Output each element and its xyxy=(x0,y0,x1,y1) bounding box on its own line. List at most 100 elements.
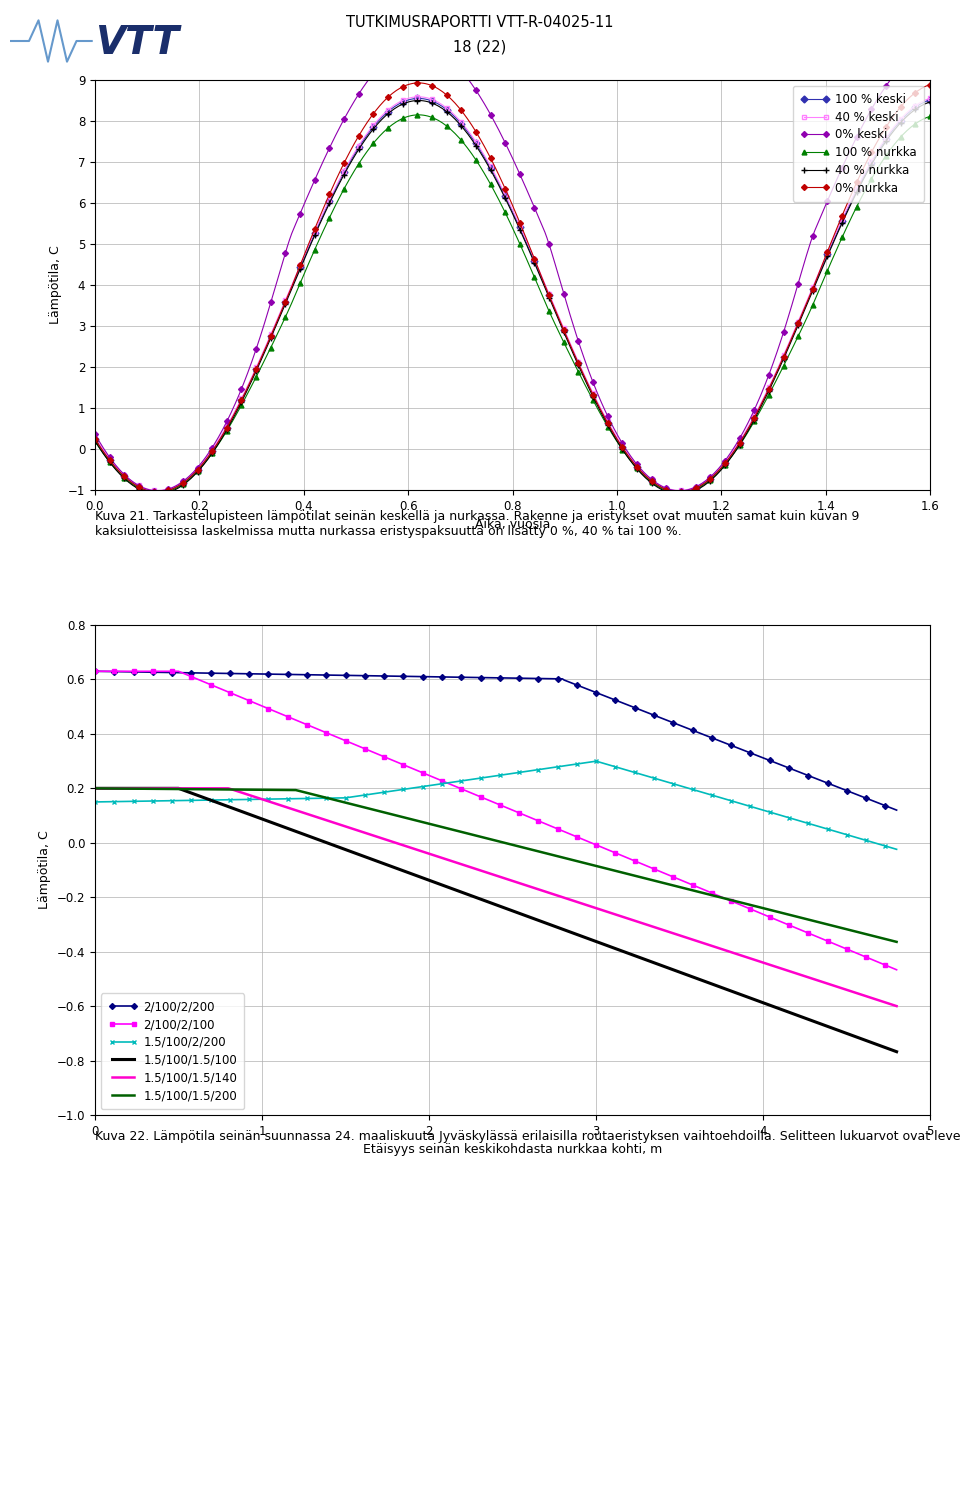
2/100/2/200 xyxy=(891,801,902,819)
40 % nurkka xyxy=(700,475,711,493)
100 % keski xyxy=(700,472,711,490)
1.5/100/1.5/140 xyxy=(470,860,482,878)
X-axis label: Etäisyys seinän keskikohdasta nurkkaa kohti, m: Etäisyys seinän keskikohdasta nurkkaa ko… xyxy=(363,1144,662,1156)
0% keski xyxy=(192,459,204,477)
100 % keski xyxy=(696,475,708,493)
2/100/2/200 xyxy=(746,745,757,762)
2/100/2/200 xyxy=(470,668,482,686)
100 % nurkka xyxy=(424,108,436,126)
2/100/2/100 xyxy=(523,807,535,825)
2/100/2/200 xyxy=(89,662,101,680)
Y-axis label: Lämpötila, C: Lämpötila, C xyxy=(38,831,51,909)
Line: 0% keski: 0% keski xyxy=(93,43,932,493)
Line: 1.5/100/2/200: 1.5/100/2/200 xyxy=(93,759,899,851)
2/100/2/200 xyxy=(872,794,883,812)
100 % nurkka xyxy=(152,484,163,502)
100 % nurkka xyxy=(618,444,630,462)
2/100/2/100 xyxy=(891,961,902,979)
100 % nurkka xyxy=(414,106,425,124)
Line: 2/100/2/200: 2/100/2/200 xyxy=(93,670,899,812)
40 % nurkka xyxy=(192,463,204,481)
1.5/100/1.5/100 xyxy=(872,1036,883,1054)
1.5/100/1.5/100 xyxy=(746,990,757,1008)
1.5/100/1.5/200 xyxy=(566,851,578,869)
40 % keski xyxy=(696,474,708,492)
1.5/100/1.5/100 xyxy=(475,890,487,907)
1.5/100/2/200 xyxy=(566,755,578,773)
40 % nurkka xyxy=(152,486,163,504)
40 % nurkka xyxy=(414,91,425,109)
40 % keski xyxy=(924,90,936,108)
1.5/100/2/200 xyxy=(891,840,902,858)
40 % nurkka xyxy=(364,126,375,144)
0% nurkka xyxy=(700,472,711,490)
1.5/100/1.5/200 xyxy=(523,840,535,858)
Text: Kuva 21. Tarkastelupisteen lämpötilat seinän keskellä ja nurkassa. Rakenne ja er: Kuva 21. Tarkastelupisteen lämpötilat se… xyxy=(95,510,859,538)
40 % nurkka xyxy=(618,444,630,462)
Line: 40 % nurkka: 40 % nurkka xyxy=(92,97,933,496)
1.5/100/2/200 xyxy=(590,752,602,770)
1.5/100/2/200 xyxy=(475,768,487,786)
40 % keski xyxy=(364,121,375,139)
1.5/100/2/200 xyxy=(874,836,885,854)
100 % keski xyxy=(192,460,204,478)
Legend: 2/100/2/200, 2/100/2/100, 1.5/100/2/200, 1.5/100/1.5/100, 1.5/100/1.5/140, 1.5/1: 2/100/2/200, 2/100/2/100, 1.5/100/2/200,… xyxy=(101,993,245,1109)
0% nurkka xyxy=(924,76,936,94)
0% keski xyxy=(700,471,711,489)
100 % keski xyxy=(414,90,425,108)
1.5/100/1.5/200 xyxy=(746,897,757,915)
0% keski xyxy=(696,474,708,492)
Text: TUTKIMUSRAPORTTI VTT-R-04025-11: TUTKIMUSRAPORTTI VTT-R-04025-11 xyxy=(347,15,613,30)
Line: 2/100/2/100: 2/100/2/100 xyxy=(93,670,899,972)
2/100/2/100 xyxy=(872,952,883,970)
40 % keski xyxy=(700,471,711,489)
Line: 1.5/100/1.5/200: 1.5/100/1.5/200 xyxy=(95,788,897,942)
Line: 1.5/100/1.5/100: 1.5/100/1.5/100 xyxy=(95,788,897,1051)
2/100/2/100 xyxy=(566,825,578,843)
1.5/100/1.5/100 xyxy=(470,888,482,906)
100 % nurkka xyxy=(89,432,101,450)
0% nurkka xyxy=(414,73,425,91)
0% keski xyxy=(152,481,163,499)
100 % keski xyxy=(89,429,101,447)
Legend: 100 % keski, 40 % keski, 0% keski, 100 % nurkka, 40 % nurkka, 0% nurkka: 100 % keski, 40 % keski, 0% keski, 100 %… xyxy=(793,85,924,202)
0% nurkka xyxy=(192,460,204,478)
0% nurkka xyxy=(89,429,101,447)
1.5/100/1.5/140 xyxy=(746,949,757,967)
40 % nurkka xyxy=(924,93,936,111)
40 % keski xyxy=(414,88,425,106)
Text: Kuva 22. Lämpötila seinän suunnassa 24. maaliskuuta Jyväskylässä erilaisilla rou: Kuva 22. Lämpötila seinän suunnassa 24. … xyxy=(95,1130,960,1144)
100 % nurkka xyxy=(700,474,711,492)
0% keski xyxy=(924,37,936,55)
0% keski xyxy=(89,425,101,443)
100 % nurkka xyxy=(364,139,375,157)
40 % keski xyxy=(89,428,101,446)
100 % keski xyxy=(152,483,163,501)
1.5/100/2/200 xyxy=(89,792,101,810)
Line: 100 % keski: 100 % keski xyxy=(92,96,932,495)
40 % keski xyxy=(618,440,630,457)
100 % keski xyxy=(364,123,375,141)
100 % nurkka xyxy=(192,462,204,480)
100 % keski xyxy=(424,91,436,109)
Text: VTT: VTT xyxy=(95,24,180,61)
0% keski xyxy=(424,37,436,55)
1.5/100/1.5/200 xyxy=(891,933,902,951)
1.5/100/1.5/140 xyxy=(523,878,535,896)
2/100/2/100 xyxy=(89,662,101,680)
40 % keski xyxy=(152,481,163,499)
1.5/100/2/200 xyxy=(523,762,535,780)
1.5/100/1.5/100 xyxy=(523,907,535,925)
2/100/2/100 xyxy=(470,786,482,804)
1.5/100/1.5/140 xyxy=(89,779,101,797)
2/100/2/200 xyxy=(566,674,578,692)
0% nurkka xyxy=(364,111,375,129)
0% nurkka xyxy=(424,76,436,94)
2/100/2/100 xyxy=(746,900,757,918)
1.5/100/1.5/200 xyxy=(470,827,482,845)
Line: 1.5/100/1.5/140: 1.5/100/1.5/140 xyxy=(95,788,897,1006)
40 % nurkka xyxy=(424,93,436,111)
1.5/100/1.5/200 xyxy=(89,779,101,797)
1.5/100/1.5/140 xyxy=(872,991,883,1009)
2/100/2/200 xyxy=(475,668,487,686)
